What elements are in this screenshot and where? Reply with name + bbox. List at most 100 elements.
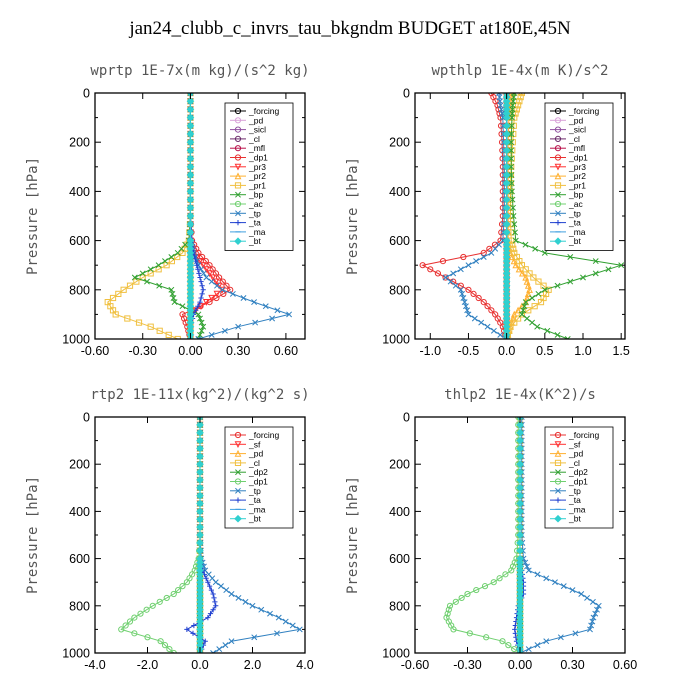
legend-marker: [554, 478, 562, 485]
series-dp1: [118, 417, 204, 653]
legend: _forcing_pd_sicl_cl_mfl_dp1_pr3_pr2_pr1_…: [224, 102, 294, 251]
legend-entry: _cl: [550, 134, 580, 144]
data-point: [531, 303, 538, 310]
data-point: [554, 331, 561, 338]
data-point: [196, 523, 204, 531]
data-point: [207, 583, 213, 589]
data-point: [175, 586, 182, 594]
data-point: [502, 228, 511, 237]
legend-marker: [554, 459, 562, 466]
data-point: [516, 499, 524, 508]
legend-entry: _dp1: [550, 477, 588, 487]
data-point: [296, 626, 303, 633]
data-point: [196, 491, 204, 500]
data-point: [480, 299, 487, 306]
series-line: [444, 93, 507, 339]
data-point: [208, 278, 215, 285]
data-point: [491, 241, 499, 248]
data-point: [592, 270, 599, 277]
legend-label: _ta: [568, 218, 581, 228]
panel-3: rtp2 1E-11x(kg^2)/(kg^2 s) Pressure [hPa]…: [25, 387, 314, 672]
data-point: [208, 294, 216, 302]
data-point: [509, 563, 517, 570]
data-point: [471, 315, 478, 322]
data-point: [505, 642, 512, 649]
data-point: [186, 105, 195, 114]
data-point: [502, 162, 511, 171]
legend-entry: _bt: [230, 236, 261, 246]
legend-marker: [555, 191, 561, 198]
data-point: [252, 319, 259, 326]
data-point: [137, 610, 144, 617]
legend-label: _dp1: [568, 477, 588, 487]
legend-entry: _forcing: [550, 106, 600, 116]
data-point: [166, 645, 173, 653]
data-point: [196, 546, 204, 555]
data-point: [517, 94, 524, 101]
data-point: [543, 575, 550, 582]
data-point: [502, 187, 511, 196]
data-point: [419, 262, 426, 269]
data-point: [235, 594, 242, 601]
legend-marker: [554, 431, 562, 439]
x-tick-label: 2.0: [244, 658, 261, 672]
legend-entry: _ma: [550, 504, 586, 514]
x-tick-label: -0.60: [401, 658, 430, 672]
data-point: [452, 598, 459, 605]
data-point: [202, 266, 210, 274]
data-point: [444, 610, 451, 617]
data-point: [209, 266, 216, 273]
legend-marker: [234, 441, 242, 449]
legend-marker: [555, 487, 561, 494]
data-point: [509, 196, 516, 203]
legend-label: _tp: [248, 486, 261, 496]
legend-label: _forcing: [568, 106, 600, 116]
legend-label: _ta: [248, 218, 261, 228]
data-point: [524, 563, 530, 570]
data-point: [179, 583, 186, 590]
data-point: [537, 299, 545, 306]
data-point: [267, 610, 273, 617]
data-point: [490, 579, 497, 586]
data-point: [168, 254, 175, 260]
data-point: [171, 299, 178, 306]
data-point: [516, 452, 524, 461]
data-point: [427, 266, 434, 273]
data-point: [186, 113, 195, 122]
data-point: [186, 179, 195, 188]
data-point: [196, 436, 204, 445]
data-point: [445, 606, 452, 613]
data-point: [502, 121, 511, 130]
legend-label: _tp: [568, 208, 581, 218]
data-point: [518, 262, 526, 269]
legend-entry: _ta: [230, 495, 261, 505]
y-tick-label: 800: [389, 599, 410, 613]
data-point: [543, 638, 550, 645]
data-point: [510, 204, 516, 211]
y-tick-label: 0: [403, 87, 410, 101]
data-point: [269, 315, 276, 322]
data-point: [502, 138, 511, 147]
data-point: [228, 591, 235, 597]
y-tick-label: 1000: [382, 333, 410, 347]
data-point: [502, 113, 511, 122]
data-point: [195, 336, 202, 339]
data-point: [447, 278, 454, 285]
legend-entry: _pd: [230, 115, 263, 125]
data-point: [196, 452, 204, 461]
plot-area: [419, 93, 625, 339]
data-point: [249, 602, 256, 609]
y-tick-label: 200: [389, 458, 410, 472]
data-point: [465, 262, 472, 269]
data-point: [161, 642, 169, 649]
data-point: [594, 606, 600, 613]
legend-entry: _pd: [550, 115, 583, 125]
data-point: [502, 571, 509, 578]
legend-marker: [234, 163, 242, 171]
x-tick-label: 0.00: [508, 658, 532, 672]
data-point: [470, 290, 477, 297]
x-tick-label: -1.0: [419, 344, 441, 358]
y-tick-label: 1000: [382, 647, 410, 661]
series-line: [510, 93, 622, 339]
data-point: [522, 273, 530, 281]
